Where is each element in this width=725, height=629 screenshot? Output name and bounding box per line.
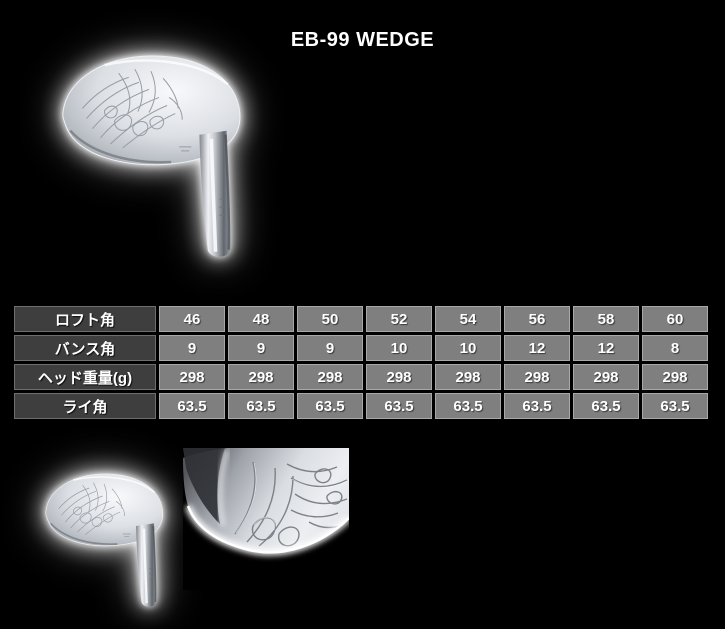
spec-value-cell: 63.5 bbox=[573, 393, 639, 419]
spec-row-label: ライ角 bbox=[14, 393, 156, 419]
spec-value-cell: 298 bbox=[573, 364, 639, 390]
wedge-photo-small bbox=[44, 472, 164, 608]
spec-value-cell: 54 bbox=[435, 306, 501, 332]
spec-row-label: ヘッド重量(g) bbox=[14, 364, 156, 390]
spec-table-body: ロフト角 46 48 50 52 54 56 58 60 バンス角 9 9 9 10 10 12 12 8 ヘッド重… bbox=[14, 306, 708, 419]
page-title: EB-99 WEDGE bbox=[290, 29, 435, 51]
engraving-closeup-photo bbox=[183, 448, 349, 590]
spec-value-cell: 9 bbox=[159, 335, 225, 361]
table-row: ヘッド重量(g) 298 298 298 298 298 298 298 298 bbox=[14, 364, 708, 390]
spec-value-cell: 298 bbox=[366, 364, 432, 390]
spec-value-cell: 8 bbox=[642, 335, 708, 361]
spec-value-cell: 56 bbox=[504, 306, 570, 332]
spec-value-cell: 58 bbox=[573, 306, 639, 332]
spec-value-cell: 12 bbox=[573, 335, 639, 361]
spec-value-cell: 63.5 bbox=[435, 393, 501, 419]
spec-value-cell: 63.5 bbox=[297, 393, 363, 419]
spec-value-cell: 63.5 bbox=[366, 393, 432, 419]
spec-value-cell: 298 bbox=[228, 364, 294, 390]
spec-value-cell: 298 bbox=[642, 364, 708, 390]
spec-value-cell: 63.5 bbox=[228, 393, 294, 419]
spec-value-cell: 298 bbox=[435, 364, 501, 390]
spec-value-cell: 46 bbox=[159, 306, 225, 332]
spec-value-cell: 10 bbox=[366, 335, 432, 361]
spec-row-label: バンス角 bbox=[14, 335, 156, 361]
wedge-photo-main bbox=[61, 54, 242, 259]
spec-value-cell: 9 bbox=[228, 335, 294, 361]
spec-value-cell: 50 bbox=[297, 306, 363, 332]
spec-value-cell: 63.5 bbox=[642, 393, 708, 419]
spec-value-cell: 298 bbox=[297, 364, 363, 390]
table-row: ロフト角 46 48 50 52 54 56 58 60 bbox=[14, 306, 708, 332]
table-row: ライ角 63.5 63.5 63.5 63.5 63.5 63.5 63.5 63.5 bbox=[14, 393, 708, 419]
table-row: バンス角 9 9 9 10 10 12 12 8 bbox=[14, 335, 708, 361]
spec-value-cell: 298 bbox=[504, 364, 570, 390]
spec-value-cell: 10 bbox=[435, 335, 501, 361]
spec-value-cell: 9 bbox=[297, 335, 363, 361]
spec-value-cell: 48 bbox=[228, 306, 294, 332]
spec-table: ロフト角 46 48 50 52 54 56 58 60 バンス角 9 9 9 10 10 12 12 8 ヘッド重… bbox=[11, 303, 711, 422]
spec-value-cell: 63.5 bbox=[504, 393, 570, 419]
spec-value-cell: 52 bbox=[366, 306, 432, 332]
spec-value-cell: 12 bbox=[504, 335, 570, 361]
spec-value-cell: 60 bbox=[642, 306, 708, 332]
spec-value-cell: 63.5 bbox=[159, 393, 225, 419]
spec-value-cell: 298 bbox=[159, 364, 225, 390]
spec-row-label: ロフト角 bbox=[14, 306, 156, 332]
